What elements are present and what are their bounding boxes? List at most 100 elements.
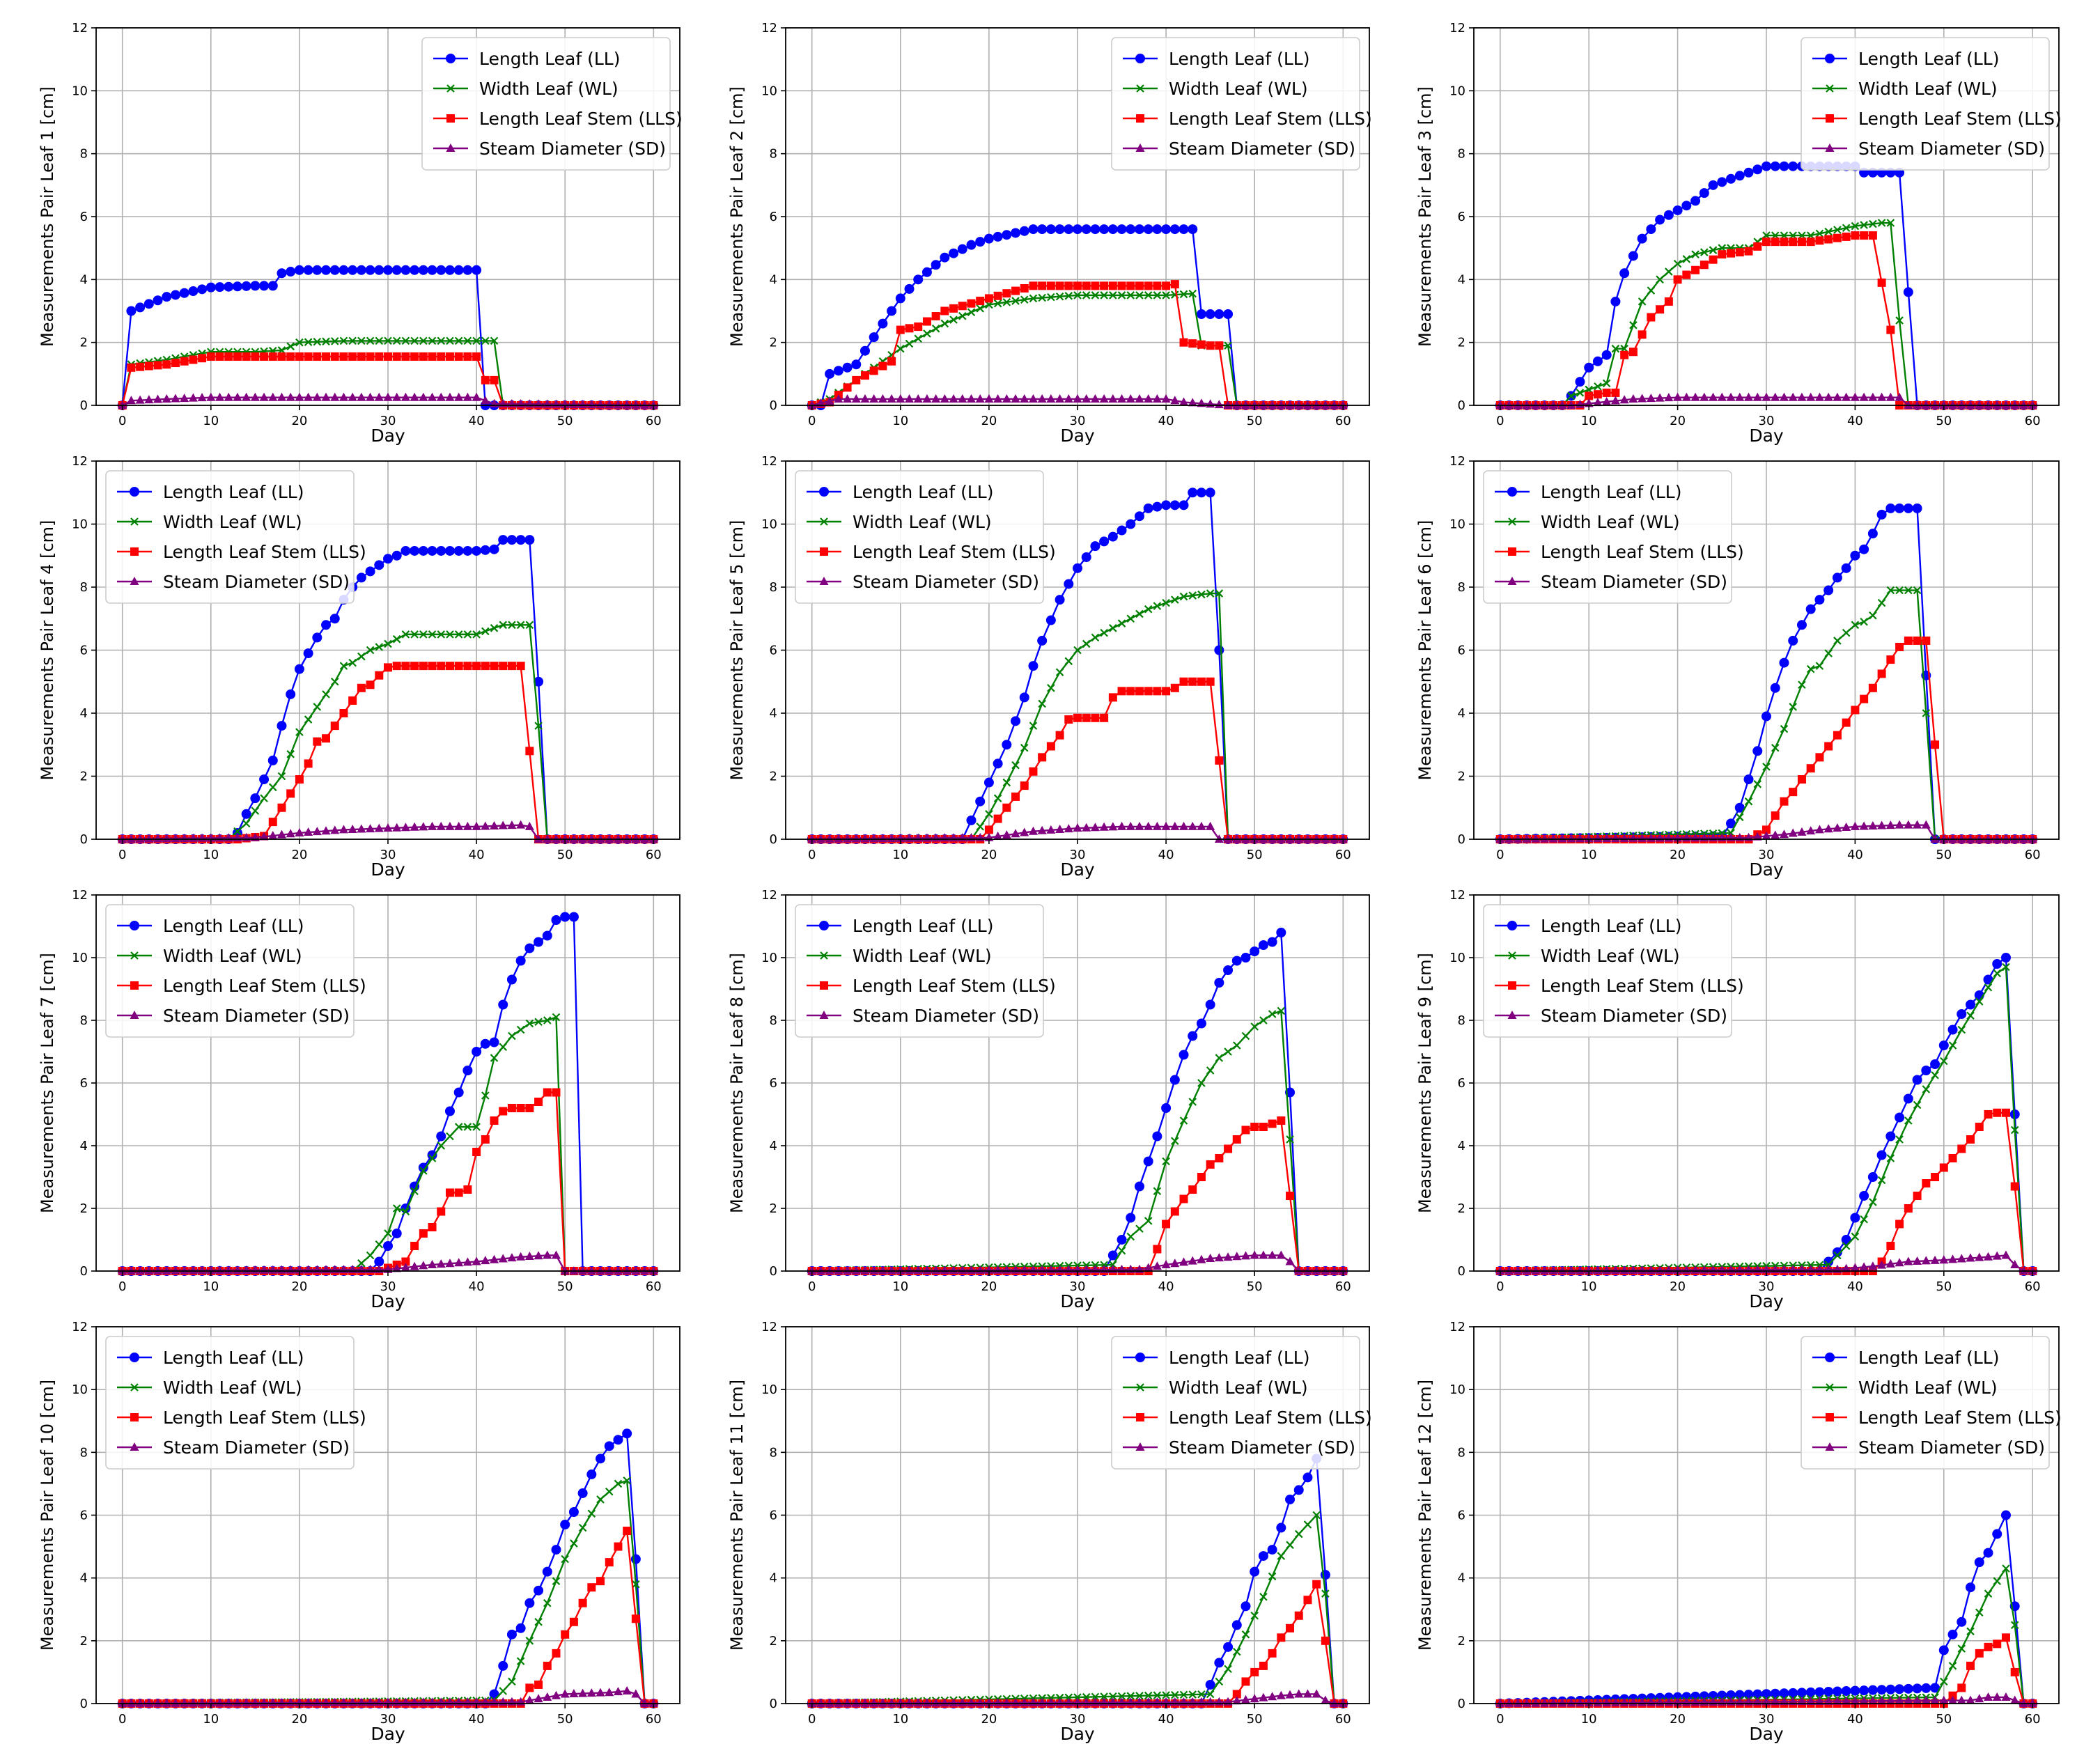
data-point-s0-35 — [1117, 1235, 1127, 1245]
data-point-s0-54 — [1285, 1494, 1296, 1504]
data-point-s1-30 — [1073, 291, 1082, 299]
x-axis-label: Day — [371, 1291, 405, 1311]
data-point-s3-49 — [551, 1690, 561, 1699]
data-point-s0-7 — [869, 332, 879, 343]
data-point-s3-52 — [578, 834, 588, 843]
data-point-s3-36 — [1814, 825, 1824, 834]
data-point-s3-7 — [869, 834, 879, 843]
data-point-s3-49 — [1240, 1251, 1250, 1260]
data-point-s3-10 — [896, 394, 905, 403]
data-point-s3-42 — [1868, 1261, 1878, 1270]
data-point-s2-31 — [392, 352, 401, 361]
data-point-s1-28 — [366, 1251, 375, 1260]
data-point-s2-36 — [1815, 753, 1824, 762]
data-point-s3-5 — [162, 834, 171, 843]
data-point-s3-39 — [1152, 1261, 1162, 1270]
data-point-s1-44 — [508, 621, 516, 630]
data-point-s3-33 — [410, 822, 419, 831]
data-point-s0-11 — [904, 283, 915, 294]
data-point-s3-8 — [1566, 400, 1576, 409]
data-point-s1-53 — [587, 1509, 596, 1518]
data-point-s2-28 — [1055, 281, 1064, 290]
data-point-s3-16 — [949, 1698, 958, 1707]
data-point-s3-32 — [1090, 823, 1100, 832]
data-point-s2-5 — [162, 360, 171, 369]
data-point-s1-36 — [1815, 229, 1824, 238]
data-point-s2-58 — [1321, 1636, 1330, 1645]
data-point-s1-40 — [1851, 221, 1860, 231]
data-point-s2-29 — [1064, 715, 1073, 724]
data-point-s1-39 — [463, 1123, 472, 1131]
data-point-s1-legend — [130, 951, 139, 960]
data-point-s0-20 — [294, 664, 304, 674]
data-point-s3-45 — [1895, 820, 1904, 829]
data-point-s3-28 — [1744, 392, 1754, 401]
data-point-s2-41 — [1860, 694, 1869, 703]
data-point-s2-47 — [534, 1098, 543, 1106]
data-point-s3-35 — [1806, 392, 1816, 401]
legend-box — [105, 470, 355, 604]
data-point-s3-25 — [1028, 394, 1038, 403]
data-point-s1-33 — [1789, 703, 1797, 711]
data-point-s2-41 — [1860, 231, 1869, 240]
data-point-s1-38 — [1144, 1217, 1153, 1225]
data-point-s2-legend — [130, 1413, 139, 1421]
data-point-s3-58 — [2010, 400, 2020, 409]
data-point-s3-18 — [966, 1698, 976, 1707]
data-point-s3-0 — [118, 1699, 127, 1707]
data-point-s1-43 — [1877, 1176, 1886, 1185]
data-point-s0-32 — [400, 265, 411, 275]
data-point-s3-37 — [1823, 392, 1833, 401]
data-point-s2-42 — [490, 1116, 499, 1125]
data-point-s2-52 — [1268, 1119, 1277, 1128]
data-point-s3-50 — [560, 1689, 570, 1698]
data-point-s1-21 — [304, 715, 313, 724]
data-point-s3-50 — [1250, 1694, 1259, 1703]
y-tick-label-0: 0 — [80, 1697, 88, 1711]
data-point-s2-11 — [905, 324, 914, 333]
x-axis-label: Day — [1749, 426, 1784, 446]
data-point-s2-32 — [1780, 237, 1789, 247]
data-point-s3-11 — [905, 1698, 915, 1707]
legend-label-lls: Length Leaf Stem (LLS) — [1169, 1408, 1372, 1428]
data-point-s0-14 — [241, 809, 251, 819]
data-point-s3-18 — [966, 1265, 976, 1274]
x-tick-label-5: 50 — [1247, 1279, 1263, 1294]
data-point-s3-24 — [1709, 392, 1718, 401]
data-point-s1-37 — [446, 630, 454, 639]
data-point-s3-53 — [586, 400, 596, 409]
data-point-s0-51 — [1947, 1629, 1958, 1639]
data-point-s0-45 — [515, 1623, 526, 1633]
data-point-s3-20 — [295, 1697, 304, 1706]
data-point-s0-40 — [472, 1047, 482, 1057]
data-point-s3-25 — [339, 392, 348, 401]
data-point-s2-51 — [1259, 1661, 1268, 1670]
data-point-s1-52 — [578, 1523, 587, 1532]
data-point-s0-24 — [329, 614, 340, 624]
data-point-s3-53 — [1966, 1695, 1975, 1704]
y-tick-label-1: 2 — [770, 770, 777, 784]
data-point-s3-40 — [472, 821, 481, 830]
data-point-s2-21 — [993, 814, 1002, 823]
data-point-s3-7 — [180, 833, 189, 842]
data-point-s3-14 — [931, 1265, 941, 1275]
data-point-s3-3 — [834, 1698, 843, 1707]
data-point-s0-legend — [819, 487, 829, 497]
data-point-s0-35 — [427, 265, 437, 275]
data-point-s3-42 — [1179, 821, 1189, 830]
data-point-s0-26 — [348, 265, 358, 275]
data-point-s2-legend — [130, 981, 139, 990]
data-point-s1-38 — [1833, 226, 1842, 234]
y-axis-label: Measurements Pair Leaf 1 [cm] — [38, 86, 57, 347]
data-point-s3-3 — [834, 394, 843, 403]
data-point-s3-9 — [887, 1698, 896, 1707]
data-point-s1-25 — [1029, 294, 1038, 303]
data-point-s2-33 — [1100, 713, 1109, 722]
legend: Length Leaf (LL)Width Leaf (WL)Length Le… — [105, 1336, 366, 1470]
data-point-s2-20 — [295, 352, 304, 361]
legend-box — [105, 1336, 355, 1470]
data-point-s3-56 — [1302, 1266, 1312, 1275]
data-point-s0-32 — [1779, 161, 1789, 171]
legend-label-lls: Length Leaf Stem (LLS) — [1858, 109, 2062, 129]
